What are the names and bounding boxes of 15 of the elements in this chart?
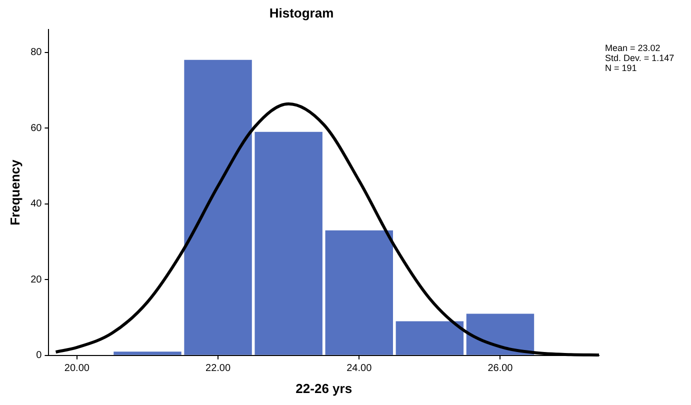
y-tick-label: 60 bbox=[30, 122, 42, 134]
y-axis-title: Frequency bbox=[7, 158, 22, 226]
y-tick-label: 0 bbox=[36, 350, 42, 362]
text: N = 191 bbox=[605, 62, 637, 73]
x-tick-label: 22.00 bbox=[206, 363, 231, 374]
y-tick-label: 20 bbox=[30, 274, 42, 286]
chart-title: Histogram bbox=[269, 5, 334, 20]
y-tick-label: 80 bbox=[30, 47, 42, 58]
x-tick-label: 24.00 bbox=[346, 363, 372, 374]
text: Mean = 23.02 bbox=[605, 42, 660, 53]
x-tick-label: 26.00 bbox=[488, 363, 514, 374]
text: Std. Dev. = 1.147 bbox=[605, 52, 674, 63]
y-tick-label: 40 bbox=[30, 198, 42, 210]
x-tick-label: 20.00 bbox=[64, 363, 90, 374]
x-axis-title: 22-26 yrs bbox=[296, 380, 352, 396]
